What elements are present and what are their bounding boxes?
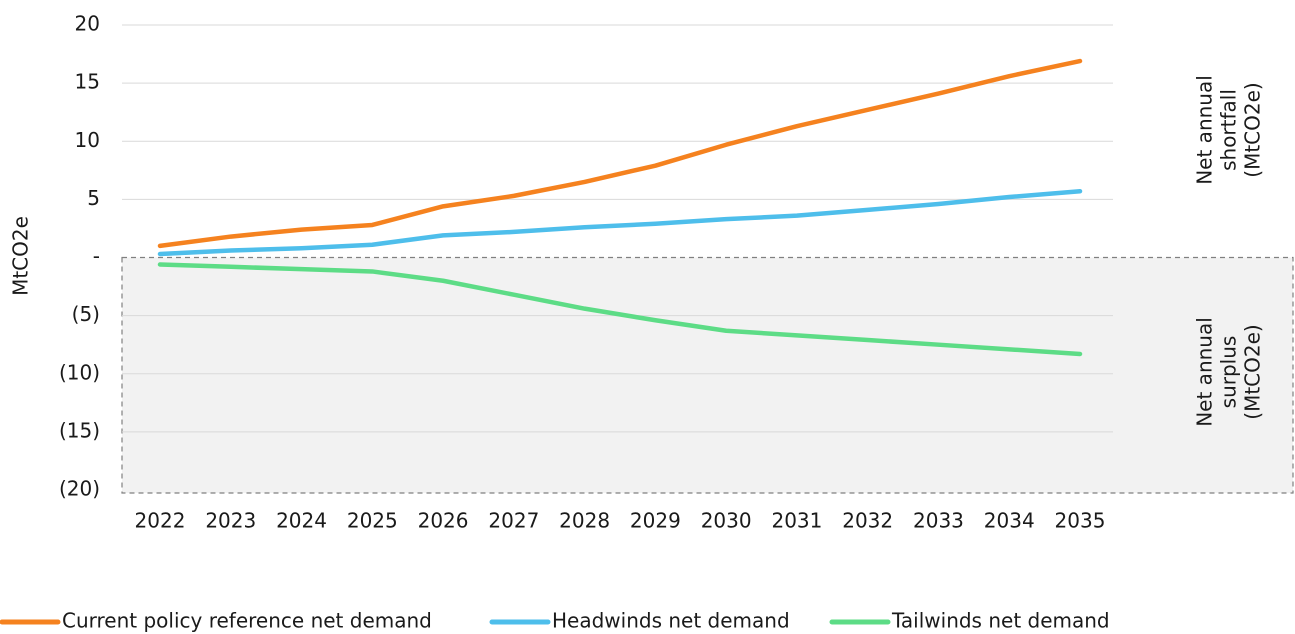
y-tick-label: - [93, 244, 100, 268]
annotation: Net annual shortfall (MtCO2e) [1193, 75, 1265, 185]
x-tick-label: 2033 [913, 509, 964, 533]
y-axis-label: MtCO2e [9, 216, 33, 296]
x-tick-label: 2024 [276, 509, 327, 533]
x-tick-label: 2025 [347, 509, 398, 533]
annotation-line: shortfall [1217, 89, 1241, 171]
annotation-line: (MtCO2e) [1241, 82, 1265, 177]
y-tick-label: (10) [59, 360, 100, 384]
annotation: Net annual surplus (MtCO2e) [1193, 317, 1265, 427]
x-tick-label: 2028 [559, 509, 610, 533]
annotation-line: Net annual [1193, 317, 1217, 427]
x-tick-label: 2023 [205, 509, 256, 533]
legend-label: Current policy reference net demand [62, 609, 432, 633]
x-tick-label: 2035 [1055, 509, 1106, 533]
x-tick-label: 2027 [488, 509, 539, 533]
data-line [157, 262, 1083, 357]
x-tick-label: 2031 [771, 509, 822, 533]
x-tick-label: 2032 [842, 509, 893, 533]
annotation-line: surplus [1217, 336, 1241, 409]
shaded-region [121, 256, 1294, 494]
legend-label: Headwinds net demand [552, 609, 790, 633]
y-tick-label: (15) [59, 418, 100, 442]
data-line [157, 58, 1083, 249]
y-tick-label: 20 [75, 12, 100, 36]
y-tick-label: 10 [75, 128, 100, 152]
data-line [157, 188, 1083, 257]
x-tick-label: 2034 [984, 509, 1035, 533]
legend-label: Tailwinds net demand [891, 609, 1110, 633]
x-tick-label: 2030 [701, 509, 752, 533]
y-tick-label: 15 [75, 70, 100, 94]
y-tick-label: (5) [72, 302, 100, 326]
annotation-line: (MtCO2e) [1241, 324, 1265, 419]
annotation-line: Net annual [1193, 75, 1217, 185]
x-tick-label: 2026 [418, 509, 469, 533]
x-tick-label: 2029 [630, 509, 681, 533]
y-tick-label: (20) [59, 477, 100, 501]
x-tick-label: 2022 [135, 509, 186, 533]
y-tick-label: 5 [87, 186, 100, 210]
